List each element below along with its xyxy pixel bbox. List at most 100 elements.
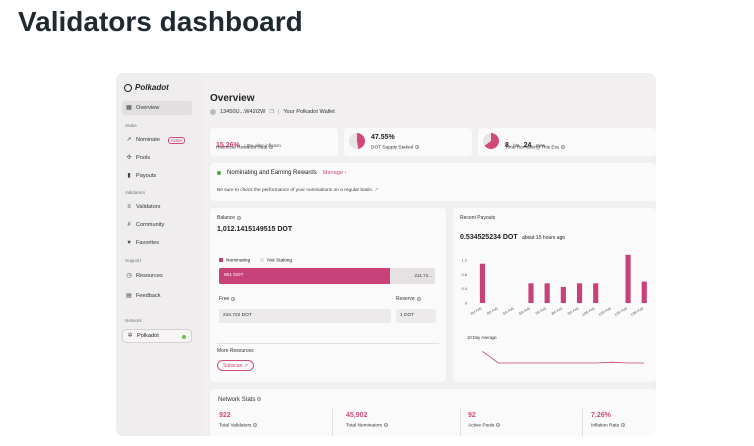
sidebar: Polkadot ▦ Overview Stake ↗ Nominate Act…: [116, 73, 202, 436]
sidebar-section-network: Network: [125, 318, 142, 323]
network-stats-title: Network Stats: [218, 397, 256, 403]
legend-nominating: Nominating: [219, 258, 250, 263]
recent-payouts-card: Recent Payouts 0.534525234 DOT about 15 …: [453, 208, 656, 382]
rewards-rate-card: 15.26% / 8% after inflation Historical R…: [210, 128, 338, 156]
payout-bar: [641, 281, 647, 303]
info-icon[interactable]: i: [237, 215, 242, 220]
sidebar-item-feedback[interactable]: ▤ Feedback: [126, 293, 161, 299]
balance-card: Balance i 1,012.1415149515 DOT Nominating…: [210, 208, 446, 382]
x-tick-label: 3rd Feb: [470, 306, 483, 316]
info-icon[interactable]: i: [384, 423, 388, 427]
payout-bar: [593, 283, 599, 303]
x-tick-label: 13th Feb: [630, 306, 644, 317]
nominating-note: Be sure to check the performance of your…: [217, 188, 373, 193]
stat-active-pools: 92 Active Pools i: [468, 412, 501, 429]
list-icon: ≡: [127, 204, 131, 210]
network-stats-card: Network Stats i: [210, 389, 656, 436]
x-tick-label: 9th Feb: [567, 306, 580, 316]
payouts-time: about 15 hours ago: [522, 235, 566, 241]
balance-bar: 801 DOT 211.72...: [219, 268, 435, 284]
x-tick-label: 7th Feb: [535, 306, 548, 316]
nominating-status-card: Nominating and Earning Rewards Manage › …: [210, 163, 656, 201]
x-tick-label: 6th Feb: [518, 306, 531, 316]
info-icon[interactable]: i: [415, 145, 420, 149]
era-time-card: 8 hrs 24 mins Time Remaining This Era i: [478, 128, 656, 156]
reserve-value: 1 DOT: [396, 309, 436, 323]
payout-bar: [544, 283, 550, 303]
info-icon[interactable]: i: [416, 296, 421, 301]
payout-bar: [528, 283, 534, 303]
more-resources-label: More Resources: [217, 348, 254, 354]
payout-bar: [625, 254, 631, 303]
active-badge: Active: [167, 136, 186, 144]
balance-label: Balance: [217, 215, 236, 221]
y-tick-label: 1.2: [461, 258, 467, 263]
account-row: 13450U...W42i2W ❐ | Your Polkadot Wallet: [210, 109, 335, 115]
balance-bar-free: 211.72...: [414, 273, 432, 278]
free-label: Free: [219, 296, 230, 302]
network-selector[interactable]: ✲ Polkadot: [122, 329, 192, 343]
account-identicon: [210, 109, 216, 115]
heart-icon: ♥: [127, 240, 131, 246]
copy-icon[interactable]: ❐: [269, 109, 274, 115]
sidebar-section-stake: Stake: [125, 123, 137, 128]
external-link-icon[interactable]: ↗: [374, 188, 379, 193]
sidebar-section-support: Support: [125, 258, 142, 263]
polkadot-logo-icon: [124, 83, 132, 92]
x-tick-label: 10th Feb: [581, 306, 595, 317]
subscan-button[interactable]: Subscan ↗: [217, 360, 255, 371]
free-value: 210.722 DOT: [219, 309, 391, 323]
connected-status-icon: [182, 335, 186, 339]
y-tick-label: 0: [465, 301, 468, 306]
sidebar-item-resources[interactable]: ◷ Resources: [126, 273, 163, 279]
info-icon[interactable]: i: [231, 296, 236, 301]
sidebar-section-validators: Validators: [125, 190, 146, 195]
stat-total-nominators: 45,902 Total Nominators i: [346, 412, 388, 429]
avg-label: 10 Day Average: [467, 335, 497, 340]
chat-icon: ▤: [126, 293, 132, 299]
brand-logo[interactable]: Polkadot: [124, 83, 169, 92]
y-tick-label: 0.8: [461, 272, 467, 277]
payouts-label: Recent Payouts: [460, 215, 496, 221]
info-icon[interactable]: i: [560, 145, 565, 149]
account-address[interactable]: 13450U...W42i2W: [220, 109, 266, 115]
app-screenshot: Polkadot ▦ Overview Stake ↗ Nominate Act…: [116, 73, 656, 436]
manage-link[interactable]: Manage ›: [322, 170, 347, 176]
info-icon[interactable]: i: [496, 423, 501, 427]
sidebar-item-favorites[interactable]: ♥ Favorites: [127, 240, 160, 246]
x-tick-label: 5th Feb: [502, 306, 515, 316]
sidebar-item-pools[interactable]: ✣ Pools: [126, 155, 150, 161]
info-icon[interactable]: i: [253, 423, 258, 427]
info-icon[interactable]: i: [257, 397, 262, 402]
rewards-rate-suffix: / 8% after inflation: [244, 143, 281, 148]
era-time-label: Time Remaining This Era: [505, 145, 559, 151]
balance-bar-nominating: 801 DOT: [219, 268, 390, 284]
sidebar-item-payouts[interactable]: ▮ Payouts: [127, 173, 157, 179]
main-content: Overview 13450U...W42i2W ❐ | Your Polkad…: [210, 73, 656, 436]
bar-chart-icon: ▮: [127, 173, 131, 179]
sidebar-item-validators[interactable]: ≡ Validators: [127, 204, 161, 210]
rewards-rate-value: 15.26%: [216, 142, 240, 149]
info-icon[interactable]: i: [269, 145, 274, 149]
era-time-value: 8 hrs 24 mins: [505, 142, 545, 149]
sidebar-item-overview[interactable]: ▦ Overview: [122, 101, 192, 115]
supply-staked-value: 47.55%: [371, 134, 395, 141]
x-tick-label: 4th Feb: [486, 306, 499, 316]
users-icon: ✣: [126, 155, 132, 161]
brand-name: Polkadot: [135, 83, 169, 92]
page-title: Validators dashboard: [18, 6, 303, 37]
x-tick-label: 11th Feb: [598, 306, 612, 316]
info-icon[interactable]: i: [621, 423, 626, 427]
trend-icon: ↗: [126, 137, 132, 143]
supply-staked-label: DOT Supply Staked: [371, 145, 414, 151]
sidebar-item-community[interactable]: # Community: [127, 222, 165, 228]
sidebar-item-nominate[interactable]: ↗ Nominate Active: [122, 133, 192, 147]
supply-staked-pie: [349, 133, 365, 149]
overview-title: Overview: [210, 93, 255, 104]
avg-line: [482, 351, 645, 364]
clock-icon: ◷: [126, 273, 132, 279]
nominating-status: Nominating and Earning Rewards: [227, 170, 317, 176]
legend-not-staking: Not Staking: [260, 258, 292, 263]
balance-value: 1,012.1415149515 DOT: [217, 226, 293, 233]
